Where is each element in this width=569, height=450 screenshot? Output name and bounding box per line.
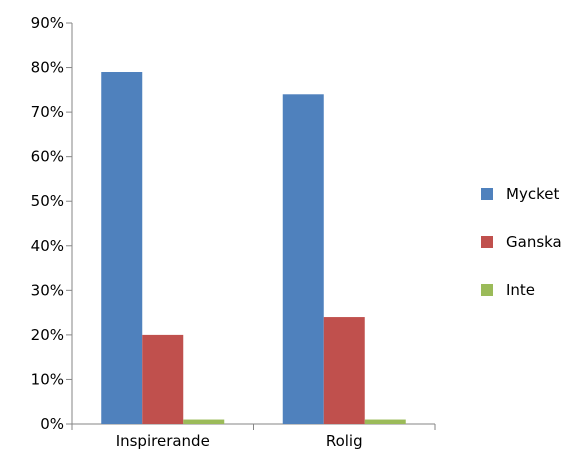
bar-inte-rolig bbox=[364, 419, 406, 424]
legend-label-inte: Inte bbox=[506, 281, 535, 299]
y-tick-label: 40% bbox=[31, 237, 64, 255]
bar-mycket-rolig bbox=[282, 94, 324, 425]
y-tick-label: 50% bbox=[31, 192, 64, 210]
y-tick-label: 0% bbox=[40, 415, 64, 433]
x-tick-label: Rolig bbox=[326, 432, 363, 450]
y-tick-label: 80% bbox=[31, 59, 64, 77]
y-tick-label: 30% bbox=[31, 281, 64, 299]
x-tick-label: Inspirerande bbox=[116, 432, 210, 450]
y-tick-label: 60% bbox=[31, 148, 64, 166]
legend: Mycket Ganska Inte bbox=[481, 185, 562, 299]
y-tick-label: 10% bbox=[31, 370, 64, 388]
legend-swatch-ganska bbox=[481, 236, 493, 248]
bar-inte-inspirerande bbox=[183, 419, 225, 424]
bar-ganska-inspirerande bbox=[142, 334, 184, 424]
legend-label-mycket: Mycket bbox=[506, 185, 559, 203]
legend-label-ganska: Ganska bbox=[506, 233, 562, 251]
bar-mycket-inspirerande bbox=[101, 72, 143, 424]
legend-swatch-mycket bbox=[481, 188, 493, 200]
x-axis: Inspirerande Rolig bbox=[71, 423, 436, 450]
y-tick-label: 90% bbox=[31, 14, 64, 32]
y-tick-label: 20% bbox=[31, 326, 64, 344]
bar-ganska-rolig bbox=[323, 317, 365, 424]
legend-swatch-inte bbox=[481, 284, 493, 296]
y-axis: 0% 10% 20% 30% 40% 50% 60% 70% 80% 90% bbox=[31, 14, 73, 433]
bars bbox=[101, 72, 406, 425]
y-tick-label: 70% bbox=[31, 103, 64, 121]
